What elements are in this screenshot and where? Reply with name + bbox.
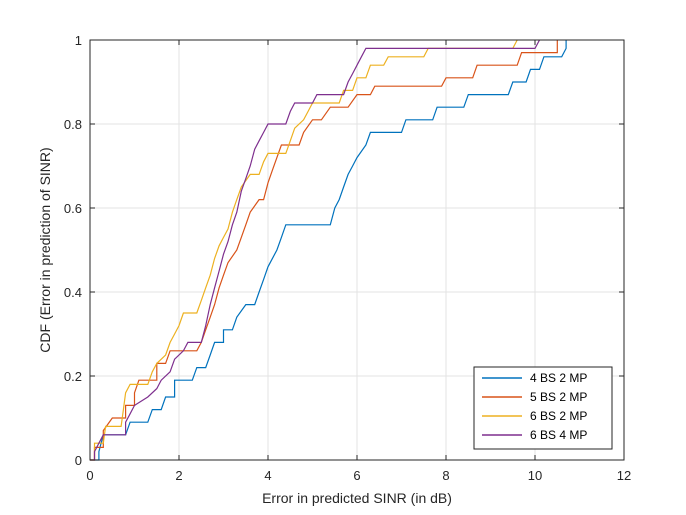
y-tick-label: 0 — [75, 453, 82, 468]
legend-label-5-bs-2-mp: 5 BS 2 MP — [530, 390, 587, 404]
x-axis-label: Error in predicted SINR (in dB) — [262, 490, 452, 506]
y-axis-label: CDF (Error in prediction of SINR) — [37, 147, 53, 352]
x-tick-label: 12 — [617, 468, 631, 483]
series-line-4-bs-2-mp — [90, 40, 567, 461]
y-tick-label: 1 — [75, 33, 82, 48]
legend-label-6-bs-4-mp: 6 BS 4 MP — [530, 428, 587, 442]
series-line-6-bs-2-mp — [90, 39, 518, 461]
axis-ticks: 0 2 4 6 8 10 12 0 0.2 0.4 0.6 0.8 1 — [64, 33, 631, 483]
x-tick-label: 4 — [264, 468, 271, 483]
x-tick-label: 2 — [175, 468, 182, 483]
series-line-6-bs-4-mp — [90, 39, 541, 461]
y-tick-label: 0.4 — [64, 285, 82, 300]
series-lines — [90, 39, 567, 461]
x-tick-label: 6 — [353, 468, 360, 483]
legend: 4 BS 2 MP 5 BS 2 MP 6 BS 2 MP 6 BS 4 MP — [473, 366, 613, 450]
series-line-5-bs-2-mp — [90, 40, 558, 461]
x-tick-label: 0 — [86, 468, 93, 483]
y-tick-label: 0.6 — [64, 201, 82, 216]
y-tick-label: 0.2 — [64, 369, 82, 384]
x-tick-label: 8 — [442, 468, 449, 483]
y-tick-label: 0.8 — [64, 117, 82, 132]
x-tick-label: 10 — [528, 468, 542, 483]
legend-label-4-bs-2-mp: 4 BS 2 MP — [530, 371, 587, 385]
legend-label-6-bs-2-mp: 6 BS 2 MP — [530, 409, 587, 423]
